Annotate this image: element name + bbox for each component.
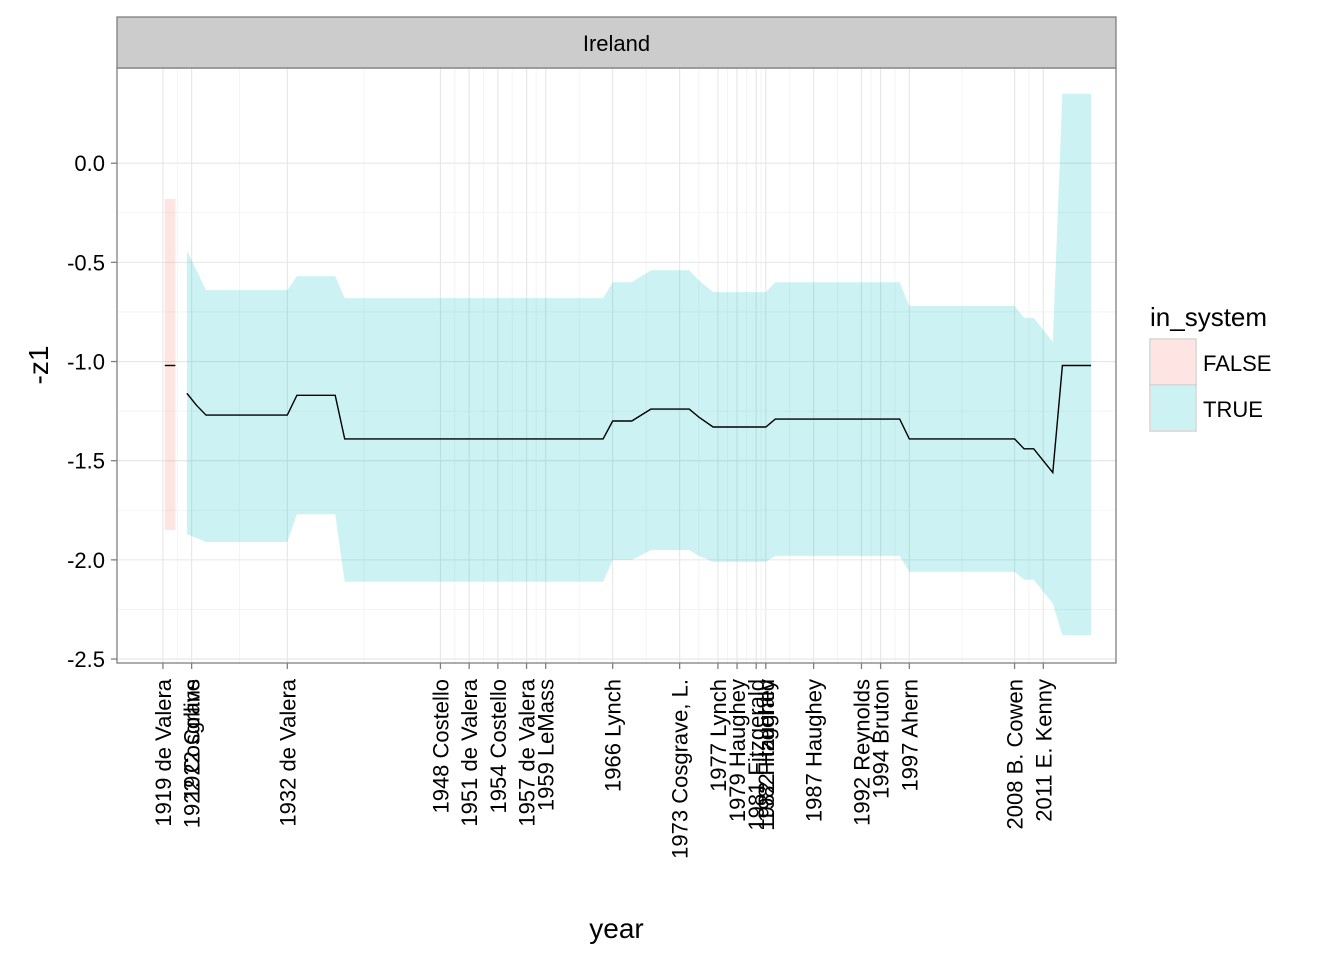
minor-gridlines bbox=[117, 68, 1116, 663]
x-tick-label: 1973 Cosgrave, L. bbox=[668, 679, 693, 859]
x-tick-label: 1981 Fitzgerald bbox=[744, 679, 769, 831]
x-tick-label: 1954 Costello bbox=[486, 679, 511, 814]
y-axis: 0.0 -0.5 -1.0 -1.5 -2.0 -2.5 bbox=[67, 151, 117, 672]
mean-line-true bbox=[186, 364, 1092, 475]
x-tick-label: 1994 Bruton bbox=[869, 679, 894, 799]
legend-label-true: TRUE bbox=[1203, 397, 1263, 422]
legend-key-false bbox=[1149, 338, 1197, 386]
legend-label-false: FALSE bbox=[1203, 351, 1271, 376]
x-tick-label: 1997 Ahern bbox=[897, 679, 922, 792]
x-tick-label: 1948 Costello bbox=[428, 679, 453, 814]
y-tick-label: 0.0 bbox=[74, 151, 105, 176]
facet-strip bbox=[116, 16, 1117, 69]
x-tick-label: 1957 de Valera bbox=[515, 678, 540, 826]
x-tick-label: 1977 Lynch bbox=[706, 679, 731, 792]
legend-key-true bbox=[1149, 384, 1197, 432]
plot-background bbox=[117, 68, 1116, 663]
x-tick-label: 1922 Cosgrave bbox=[180, 679, 205, 828]
confidence-ribbon-true bbox=[186, 93, 1092, 636]
y-tick-label: -2.5 bbox=[67, 647, 105, 672]
legend-item-false: FALSE bbox=[1149, 338, 1271, 386]
legend-item-true: TRUE bbox=[1149, 384, 1263, 432]
x-tick-label: 1966 Lynch bbox=[601, 679, 626, 792]
x-tick-label: 1987 Haughey bbox=[802, 679, 827, 822]
major-gridlines bbox=[117, 68, 1116, 663]
y-tick-label: -2.0 bbox=[67, 548, 105, 573]
x-tick-label: 1992 Reynolds bbox=[850, 679, 875, 826]
legend-swatch-true bbox=[1151, 386, 1195, 430]
y-tick-label: -0.5 bbox=[67, 250, 105, 275]
x-axis-title: year bbox=[589, 913, 643, 944]
legend-title: in_system bbox=[1150, 302, 1267, 332]
y-tick-label: -1.0 bbox=[67, 350, 105, 375]
y-axis-title: -z1 bbox=[23, 346, 54, 385]
facet-strip-label: Ireland bbox=[583, 31, 650, 56]
x-tick-label: 1982 Fitzgerald bbox=[754, 679, 779, 831]
x-tick-label: 1979 Haughey bbox=[725, 679, 750, 822]
x-tick-label: 2008 B. Cowen bbox=[1003, 679, 1028, 829]
confidence-ribbon-false bbox=[164, 198, 176, 531]
legend-swatch-false bbox=[1151, 340, 1195, 384]
x-tick-label: 1919 de Valera bbox=[151, 678, 176, 826]
x-tick-label: 1922 Collins bbox=[180, 679, 205, 800]
x-tick-label: 1982 Haughey bbox=[754, 679, 779, 822]
y-tick-label: -1.5 bbox=[67, 449, 105, 474]
x-tick-label: 1959 LeMass bbox=[534, 679, 559, 811]
x-tick-label: 1932 de Valera bbox=[275, 678, 300, 826]
series-layer bbox=[164, 93, 1092, 636]
x-tick-label: 2011 E. Kenny bbox=[1031, 679, 1056, 822]
x-tick-label: 1951 de Valera bbox=[457, 678, 482, 826]
legend: in_system FALSE TRUE bbox=[1149, 302, 1271, 432]
